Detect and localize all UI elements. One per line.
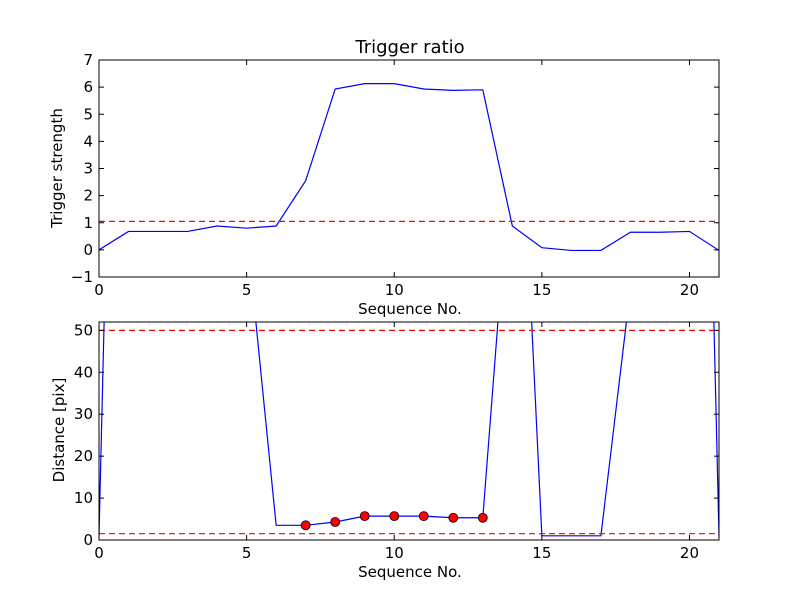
y-tick-label: 7 <box>83 51 93 69</box>
y-tick-label: 0 <box>83 241 93 259</box>
y-axis-label: Trigger strength <box>48 108 66 229</box>
series-line <box>99 322 719 537</box>
data-point-marker <box>448 512 459 523</box>
y-tick-label: 6 <box>83 78 93 96</box>
x-tick-label: 15 <box>532 544 551 562</box>
y-tick-label: 0 <box>83 531 93 549</box>
data-point-marker <box>389 511 400 522</box>
distance-chart: Sequence No. Distance [pix] 0 5 10 15 20 0 10 2… <box>50 321 720 581</box>
x-axis-label: Sequence No. <box>358 563 462 581</box>
data-point-marker <box>418 511 429 522</box>
series-line <box>99 82 719 252</box>
data-point-marker <box>330 517 341 527</box>
y-tick-label: 2 <box>83 187 93 205</box>
x-tick-label: 20 <box>680 544 699 562</box>
data-point-marker <box>359 511 370 522</box>
chart-title: Trigger ratio <box>354 37 464 58</box>
x-tick-label: 20 <box>680 281 699 299</box>
x-tick-label: 10 <box>385 544 404 562</box>
x-tick-label: 10 <box>385 281 404 299</box>
y-tick-label: 50 <box>74 321 93 339</box>
y-tick-label: 30 <box>74 405 93 423</box>
x-tick-label: 5 <box>242 544 252 562</box>
y-tick-label: 5 <box>83 105 93 123</box>
y-tick-label: 4 <box>83 132 93 150</box>
x-tick-label: 0 <box>94 281 104 299</box>
y-tick-label: 3 <box>83 160 93 178</box>
x-tick-label: 15 <box>532 281 551 299</box>
x-tick-label: 0 <box>94 544 104 562</box>
plot-content <box>99 322 719 537</box>
data-point-marker <box>300 520 311 531</box>
y-tick-label: 10 <box>74 489 93 507</box>
y-axis-label: Distance [pix] <box>50 378 68 483</box>
y-tick-label: −1 <box>71 268 93 286</box>
x-axis-label: Sequence No. <box>358 300 462 318</box>
y-tick-label: 40 <box>74 363 93 381</box>
plot-content <box>99 82 719 252</box>
axes-frame <box>98 321 720 541</box>
plot-area: 0 5 10 15 20 0 10 20 30 40 50 <box>74 321 720 562</box>
trigger-ratio-chart: Trigger ratio Sequence No. Trigger stren… <box>48 37 720 318</box>
y-tick-label: 20 <box>74 447 93 465</box>
y-tick-label: 1 <box>83 214 93 232</box>
x-tick-label: 5 <box>242 281 252 299</box>
data-point-marker <box>477 512 488 523</box>
